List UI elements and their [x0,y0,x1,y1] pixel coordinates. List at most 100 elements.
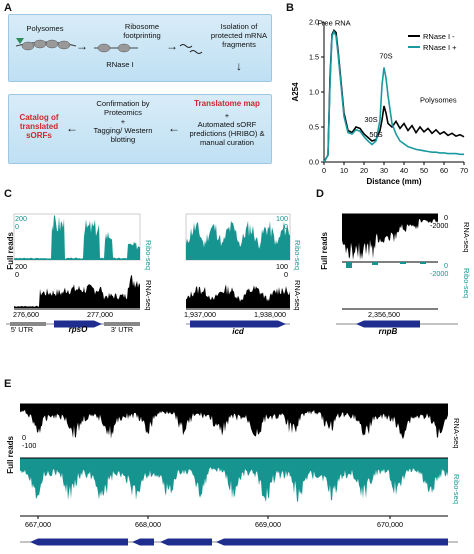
rna-seq-label-d: RNA-seq [462,222,471,252]
ribo-bar-d [372,262,378,265]
plus-sign: + [120,117,126,126]
y-tick-label: 0.5 [309,123,319,132]
ribo-frame-left [13,213,141,261]
x-tick-label: 70 [460,166,468,175]
x-tick-left-2: 277,000 [87,310,113,319]
rna-max-e: 0 [22,433,26,442]
ribo-seq-label-right: Ribo-seq [293,240,302,270]
arrow-left-icon: ← [66,121,78,135]
utr5-label: 5' UTR [11,325,33,334]
isolation-label: Isolation of protected mRNA fragments [210,22,268,49]
y-tick-label: 1.5 [309,53,319,62]
plus-sign-2: + [224,111,230,120]
legend-label: RNase I - [423,32,455,41]
rna-seq-label-e: RNA-seq [452,418,461,448]
arrow-down-icon: ↓ [236,59,242,73]
y-tick-label: 2.0 [309,18,319,27]
gene-label-rnpb: rnpB [379,327,398,336]
rna-min-right: 0 [284,270,288,279]
rna-coverage-e [20,404,448,440]
ribo-coverage-left [14,215,140,260]
panel-label-b: B [286,2,294,14]
ribo-max-d: 0 [444,261,448,270]
x-axis-label: Distance (mm) [366,177,421,186]
x-tick-label-e: 667,000 [25,520,51,529]
x-tick-label-e: 668,000 [135,520,161,529]
x-tick-label: 30 [380,166,388,175]
gene-arrow-e4 [216,538,448,546]
ribo-coverage-right [186,220,290,260]
rna-seq-label-left: RNA-seq [144,280,153,310]
ribosome-icon [94,43,138,53]
ribo-seq-label-e: Ribo-seq [452,474,461,504]
y-tick-label: 1.0 [309,88,319,97]
x-tick-label: 50 [420,166,428,175]
rna-max-d: 0 [444,213,448,222]
peak-annotation: 70S [379,51,392,60]
rna-max-left: 200 [15,262,27,271]
catalog-label: Catalog of translated sORFs [19,113,59,140]
rna-seq-label-right: RNA-seq [293,280,302,310]
rna-min-e: -100 [22,441,36,450]
x-tick-label-e: 670,000 [377,520,403,529]
utr3-bar [104,322,140,326]
footprinting-label: Ribosome footprinting [123,22,161,40]
polysome-icon [15,38,77,51]
gene-label-rpso: rpsO [69,325,88,334]
workflow-bottom-box [8,94,272,164]
gene-arrow-icd [190,320,286,328]
peak-annotation: 50S [369,130,382,139]
rna-coverage-d [342,214,438,260]
ribo-max-right: 100 [276,214,288,223]
panel-label-a: A [4,2,12,14]
confirmation-label: Confirmation by Proteomics [96,99,150,117]
translatome-label: Translatome map [194,99,260,108]
ribo-min-left: 0 [15,222,19,231]
panel-label-c: C [4,188,12,200]
ribo-max-e: 0 [22,489,26,498]
gene-arrow-e3 [160,538,212,546]
legend-label: RNase I + [423,43,457,52]
x-tick-label: 0 [322,166,326,175]
y-tick-label: 0.0 [309,158,319,167]
ribo-seq-label-left: Ribo-seq [144,240,153,270]
x-tick-d: 2,356,500 [368,310,400,319]
ribo-min-e: -100 [22,497,36,506]
x-tick-right-2: 1,938,000 [254,310,286,319]
x-tick-label: 20 [360,166,368,175]
fragments-icon [179,44,203,54]
ribo-bar-d [420,262,426,264]
tagging-label: Tagging/ Western blotting [93,126,153,144]
panel-label-e: E [4,378,12,390]
peak-annotation: 30S [364,115,377,124]
rnase-label: RNase I [106,60,134,69]
ribo-min-right: 0 [284,222,288,231]
x-tick-label: 10 [340,166,348,175]
utr5-bar [10,322,46,326]
arrow-right-icon-2: → [166,39,178,53]
peak-annotation: Polysomes [420,96,457,105]
rna-coverage-right [186,284,290,308]
gene-arrow-rpso [54,320,102,328]
automated-label: Automated sORF predictions (HRIBO) & man… [189,120,265,147]
arrow-left-icon-2: ← [168,121,180,135]
ribo-bar-d [346,262,352,268]
sucrose-gradient-chart: 0.0 0.5 1.0 1.5 2.0 0 10 20 30 40 50 60 70 Distance (… [291,18,468,187]
rna-coverage-left [14,275,140,308]
utr3-label: 3' UTR [111,325,133,334]
ribo-max-left: 200 [15,214,27,223]
y-axis-label: A254 [291,82,300,102]
polysomes-label: Polysomes [26,24,64,33]
x-tick-label: 40 [400,166,408,175]
x-tick-right-1: 1,937,000 [184,310,216,319]
gene-arrow-rnpb [356,320,420,328]
gene-arrow-e1 [30,538,128,546]
gene-arrow-e2 [132,538,154,546]
ribo-coverage-e [20,458,448,503]
ribo-min-d: -2000 [430,269,448,278]
arrow-right-icon: → [76,39,88,53]
gene-label-icd: icd [232,327,245,336]
